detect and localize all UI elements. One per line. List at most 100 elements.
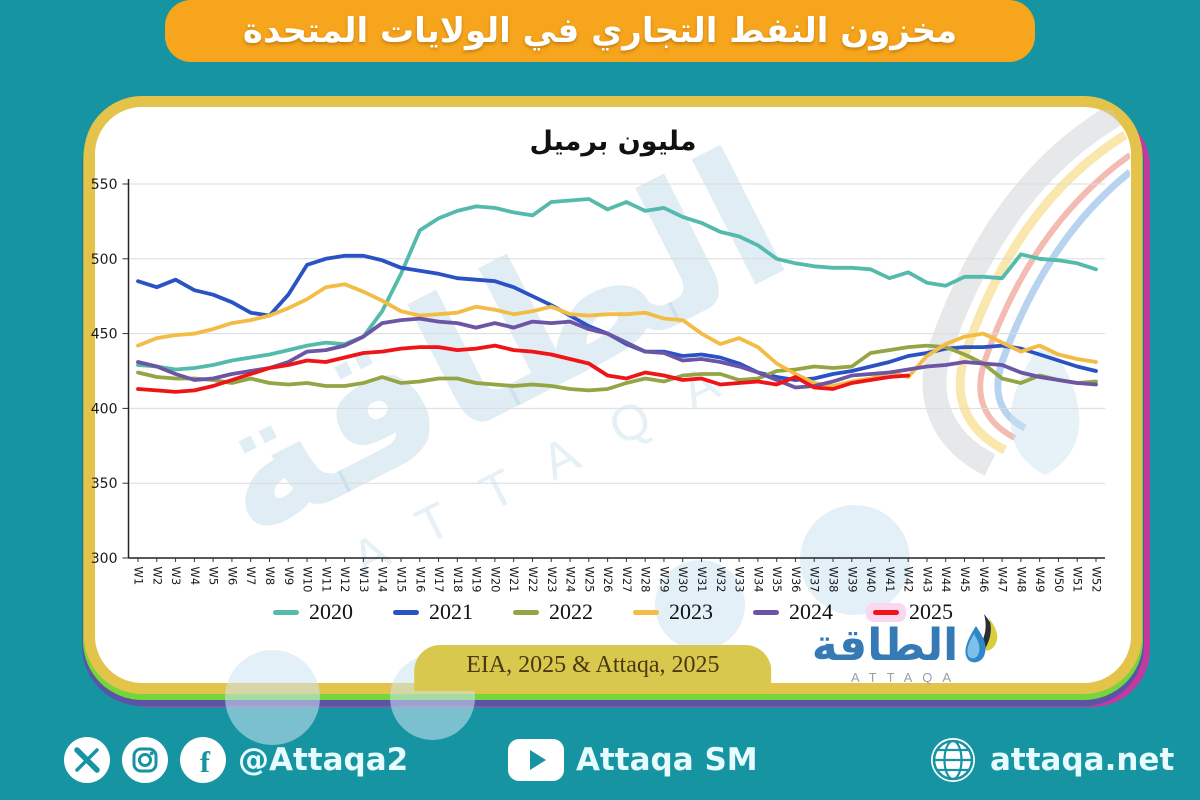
x-tick-label: W52 <box>1090 567 1104 593</box>
chart-legend: 2020 2021 2022 2023 2024 2025 <box>84 599 1142 625</box>
x-tick-label: W40 <box>864 567 878 593</box>
y-tick-label: 350 <box>91 476 118 492</box>
x-tick-label: W9 <box>282 567 296 586</box>
x-tick-label: W36 <box>789 567 803 593</box>
x-tick-label: W24 <box>564 567 578 593</box>
x-tick-label: W19 <box>470 567 484 593</box>
y-tick-label: 550 <box>91 177 118 193</box>
x-tick-label: W10 <box>301 567 315 593</box>
x-tick-label: W33 <box>733 567 747 593</box>
legend-item-2022: 2022 <box>513 599 593 625</box>
x-tick-label: W46 <box>977 567 991 593</box>
header-bar: مخزون النفط التجاري في الولايات المتحدة <box>165 0 1035 62</box>
x-tick-label: W5 <box>207 567 221 586</box>
y-tick-label: 500 <box>91 252 118 268</box>
legend-swatch-2022 <box>513 609 539 615</box>
legend-item-2020: 2020 <box>273 599 353 625</box>
legend-swatch-2024 <box>753 609 779 615</box>
x-tick-label: W35 <box>770 567 784 593</box>
x-tick-label: W23 <box>545 567 559 593</box>
legend-swatch-2021 <box>393 609 419 615</box>
footer-bar: f @Attaqa2 Attaqa SM attaqa.net <box>0 728 1200 792</box>
x-tick-label: W48 <box>1014 567 1028 593</box>
x-tick-label: W30 <box>676 567 690 593</box>
y-tick-label: 300 <box>91 551 118 567</box>
x-tick-label: W27 <box>620 567 634 593</box>
x-tick-label: W25 <box>582 567 596 593</box>
legend-swatch-2023 <box>633 609 659 615</box>
youtube-icon <box>508 739 564 781</box>
series-line-2021 <box>136 253 1098 382</box>
x-tick-label: W45 <box>958 567 972 593</box>
x-tick-label: W16 <box>413 567 427 593</box>
youtube-handle: Attaqa SM <box>576 742 758 778</box>
x-tick-label: W50 <box>1052 567 1066 593</box>
legend-label-2025: 2025 <box>909 599 953 624</box>
x-tick-label: W28 <box>639 567 653 593</box>
facebook-icon: f <box>180 737 226 783</box>
x-tick-label: W1 <box>132 567 146 586</box>
x-tick-label: W2 <box>150 567 164 586</box>
x-tick-label: W51 <box>1071 567 1085 593</box>
legend-label-2020: 2020 <box>309 599 353 624</box>
x-tick-label: W13 <box>357 567 371 593</box>
logo-arabic-text: الطاقة <box>811 620 959 671</box>
x-tick-label: W14 <box>376 567 390 593</box>
x-tick-label: W37 <box>808 567 822 593</box>
x-tick-label: W4 <box>188 567 202 586</box>
y-tick-label: 400 <box>91 401 118 417</box>
source-tab: EIA, 2025 & Attaqa, 2025 <box>414 645 772 691</box>
legend-label-2022: 2022 <box>549 599 593 624</box>
flame-droplet-icon <box>965 614 998 663</box>
x-tick-label: W3 <box>169 567 183 586</box>
x-tick-label: W38 <box>827 567 841 593</box>
x-tick-label: W43 <box>920 567 934 593</box>
x-tick-label: W15 <box>394 567 408 593</box>
footer-website-group: attaqa.net <box>928 728 1174 792</box>
y-tick-label: 450 <box>91 327 118 343</box>
legend-item-2023: 2023 <box>633 599 713 625</box>
globe-icon <box>931 738 975 782</box>
x-tick-label: W44 <box>939 567 953 593</box>
legend-item-2021: 2021 <box>393 599 473 625</box>
series-line-2020 <box>136 197 1098 372</box>
legend-swatch-2020 <box>273 609 299 615</box>
x-tick-label: W26 <box>601 567 615 593</box>
x-tick-label: W31 <box>695 567 709 593</box>
x-tick-label: W29 <box>657 567 671 593</box>
page-title: مخزون النفط التجاري في الولايات المتحدة <box>242 11 958 51</box>
x-tick-label: W12 <box>338 567 352 593</box>
x-tick-label: W47 <box>996 567 1010 593</box>
x-tick-label: W39 <box>845 567 859 593</box>
x-tick-label: W22 <box>526 567 540 593</box>
series-line-2024 <box>136 316 1098 390</box>
series-line-2025 <box>136 343 911 394</box>
legend-label-2021: 2021 <box>429 599 473 624</box>
x-tick-label: W42 <box>902 567 916 593</box>
x-tick-label: W21 <box>507 567 521 593</box>
x-tick-label: W41 <box>883 567 897 593</box>
x-tick-label: W32 <box>714 567 728 593</box>
legend-label-2023: 2023 <box>669 599 713 624</box>
x-tick-label: W18 <box>451 567 465 593</box>
instagram-icon <box>122 737 168 783</box>
x-tick-label: W8 <box>263 567 277 586</box>
website-url: attaqa.net <box>990 742 1175 778</box>
x-tick-label: W34 <box>751 567 765 593</box>
series-line-2022 <box>136 343 1098 393</box>
x-tick-label: W20 <box>488 567 502 593</box>
x-tick-label: W17 <box>432 567 446 593</box>
svg-text:f: f <box>200 746 211 779</box>
x-tick-label: W49 <box>1033 567 1047 593</box>
x-tick-label: W11 <box>319 567 333 593</box>
x-tick-label: W6 <box>225 567 239 586</box>
footer-social-group: f @Attaqa2 <box>64 728 408 792</box>
logo-latin-text: ATTAQA <box>850 670 962 685</box>
attaqa-logo: الطاقة ATTAQA <box>806 612 1006 685</box>
footer-youtube-group: Attaqa SM <box>508 728 758 792</box>
social-handle: @Attaqa2 <box>238 742 409 778</box>
series-line-2023 <box>136 282 1098 388</box>
x-icon <box>64 737 110 783</box>
chart-title: مليون برميل <box>529 126 697 157</box>
